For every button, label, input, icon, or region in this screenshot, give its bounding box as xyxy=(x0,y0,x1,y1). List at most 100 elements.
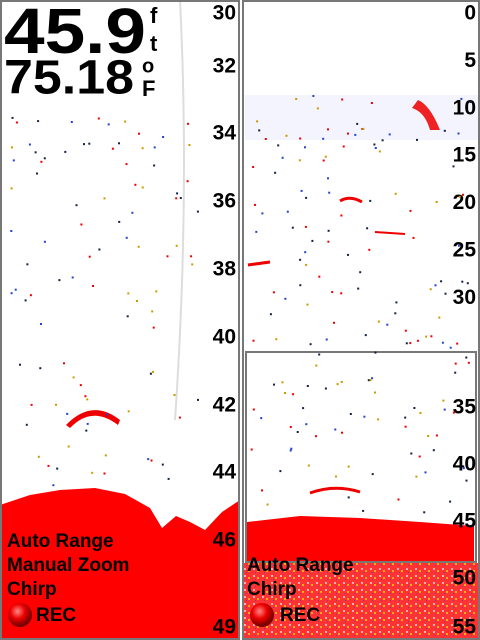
clutter xyxy=(174,0,185,421)
sonar-speckle xyxy=(292,393,295,396)
sonar-speckle xyxy=(11,116,14,119)
sonar-speckle xyxy=(410,452,413,455)
sonar-speckle xyxy=(347,132,349,135)
sonar-speckle xyxy=(141,186,144,189)
sonar-speckle xyxy=(28,143,31,146)
sonar-speckle xyxy=(98,248,101,251)
depth-scale-label: 15 xyxy=(453,144,477,167)
mode-label: Auto Range xyxy=(7,531,114,552)
sonar-speckle xyxy=(325,338,328,341)
sonar-speckle xyxy=(302,407,305,410)
sonar-speckle xyxy=(388,133,391,136)
sonar-speckle xyxy=(15,121,18,124)
depth-scale-label: 49 xyxy=(213,616,236,639)
sonar-speckle xyxy=(29,294,32,297)
sonar-speckle xyxy=(256,120,259,123)
sonar-speckle xyxy=(443,408,446,411)
sonar-speckle xyxy=(342,145,345,148)
sonar-speckle xyxy=(359,271,362,274)
sonar-speckle xyxy=(362,127,365,130)
sonar-speckle xyxy=(340,214,343,217)
depth-scale-label: 44 xyxy=(213,461,237,484)
sonar-speckle xyxy=(443,129,446,132)
sonar-speckle xyxy=(413,407,416,409)
sonar-speckle xyxy=(75,204,78,207)
depth-scale-label: 55 xyxy=(453,616,477,639)
bottom-return xyxy=(0,488,240,640)
sonar-speckle xyxy=(418,455,421,458)
sonar-speckle xyxy=(70,121,73,123)
sonar-speckle xyxy=(412,236,415,239)
sonar-speckle xyxy=(307,464,310,467)
depth-unit: t xyxy=(150,31,158,56)
sonar-speckle xyxy=(454,362,457,365)
sonar-speckle xyxy=(457,132,460,135)
sonar-speckle xyxy=(71,276,74,279)
sonar-speckle xyxy=(118,142,120,145)
depth-scale-label: 32 xyxy=(213,55,236,78)
sonar-speckle xyxy=(333,321,335,324)
depth-value: 45.9 xyxy=(4,0,146,67)
sonar-speckle xyxy=(465,356,468,359)
sonar-speckle xyxy=(300,189,303,192)
sonar-speckle xyxy=(254,203,256,206)
sonar-speckle xyxy=(14,288,17,291)
sonar-speckle xyxy=(315,364,318,367)
temperature-unit: F xyxy=(142,76,155,101)
sonar-speckle xyxy=(186,180,189,183)
sonar-speckle xyxy=(467,361,470,364)
sonar-speckle xyxy=(43,240,46,243)
sonar-speckle xyxy=(260,417,263,420)
record-button[interactable] xyxy=(8,603,32,627)
record-label: REC xyxy=(36,605,76,626)
sonar-speckle xyxy=(104,454,107,457)
sonar-speckle xyxy=(179,197,182,199)
sonar-speckle xyxy=(441,341,444,344)
sonar-speckle xyxy=(324,155,327,158)
sonar-speckle xyxy=(327,240,330,243)
sonar-speckle xyxy=(367,379,370,382)
sonar-speckle xyxy=(335,475,337,478)
sonar-speckle xyxy=(456,342,459,345)
sonar-speckle xyxy=(86,398,89,401)
sonar-speckle xyxy=(306,303,309,306)
sonar-speckle xyxy=(258,129,261,132)
mode-label: Chirp xyxy=(7,579,57,600)
sonar-speckle xyxy=(465,479,468,482)
mode-label: Auto Range xyxy=(247,555,354,576)
sonar-speckle xyxy=(395,301,398,304)
sonar-speckle xyxy=(284,392,286,394)
sonar-speckle xyxy=(252,339,255,342)
sonar-speckle xyxy=(424,471,427,474)
sonar-speckle xyxy=(305,263,308,266)
sonar-speckle xyxy=(368,248,371,251)
sonar-speckle xyxy=(12,159,15,162)
depth-scale-label: 20 xyxy=(453,191,476,214)
sonar-speckle xyxy=(178,416,181,419)
depth-unit: f xyxy=(150,3,158,28)
sonar-speckle xyxy=(462,467,465,470)
sonar-speckle xyxy=(161,463,164,466)
sonar-speckle xyxy=(440,280,443,283)
sonar-speckle xyxy=(299,284,302,287)
sonar-speckle xyxy=(374,351,377,354)
record-button[interactable] xyxy=(250,603,274,627)
sonar-speckle xyxy=(415,475,418,478)
sonar-speckle xyxy=(55,403,57,406)
sonar-speckle xyxy=(304,146,306,149)
sonar-speckle xyxy=(469,101,472,103)
sonar-speckle xyxy=(298,159,301,162)
sonar-speckle xyxy=(432,449,435,452)
sonar-speckle xyxy=(152,326,155,329)
sonar-speckle xyxy=(289,426,292,428)
sonar-speckle xyxy=(452,411,455,414)
sonar-speckle xyxy=(261,489,263,492)
sonar-speckle xyxy=(299,137,302,140)
sonar-speckle xyxy=(10,292,13,295)
sonar-speckle xyxy=(39,367,42,370)
sonar-speckle xyxy=(187,122,189,125)
sonar-speckle xyxy=(162,136,165,138)
sonar-speckle xyxy=(261,212,264,215)
sonar-speckle xyxy=(285,134,288,137)
